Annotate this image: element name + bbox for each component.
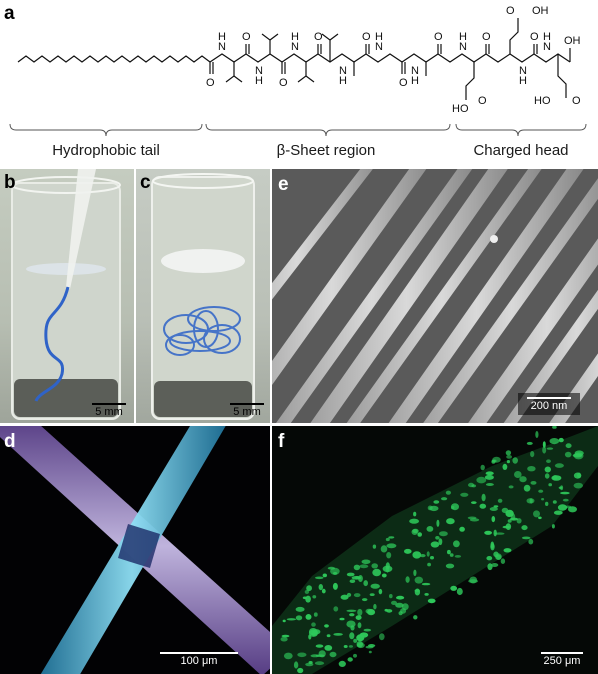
atom-h: H — [255, 75, 263, 87]
panel-label-a: a — [4, 3, 15, 24]
bracket-hydrophobic-tail — [9, 123, 203, 137]
region-label-charged-head: Charged head — [473, 142, 569, 159]
panel-label-b: b — [4, 172, 16, 193]
panel-e-sem-image: e 200 nm — [272, 169, 598, 423]
scalebar-e-label: 200 nm — [530, 400, 568, 412]
atom-ho: HO — [452, 103, 469, 115]
panel-d-fluorescence: d 100 μm — [0, 426, 270, 674]
scalebar-b-label: 5 mm — [95, 406, 123, 418]
scalebar-c: 5 mm — [228, 403, 266, 418]
atom-h: H — [375, 31, 383, 43]
atom-n: N — [459, 41, 467, 53]
atom-n: N — [375, 41, 383, 53]
atom-h: H — [218, 31, 226, 43]
scalebar-f-bar — [541, 652, 583, 654]
panel-label-d: d — [4, 431, 16, 452]
region-label-hydrophobic-tail: Hydrophobic tail — [52, 142, 160, 159]
scalebar-d-bar — [160, 652, 238, 654]
atom-h: H — [339, 75, 347, 87]
scalebar-b: 5 mm — [90, 403, 128, 418]
atom-o: O — [314, 31, 323, 43]
scalebar-f: 250 μm — [534, 652, 590, 667]
atom-ho: HO — [534, 95, 551, 107]
atom-o: O — [206, 77, 215, 89]
atom-n: N — [543, 41, 551, 53]
panel-f-fluorescence: f 250 μm — [272, 426, 598, 674]
atom-o: O — [506, 5, 515, 17]
atom-n: N — [291, 41, 299, 53]
bracket-charged-head — [455, 123, 587, 137]
sem-fibers-illustration — [272, 169, 598, 423]
scalebar-e-bar — [527, 397, 571, 399]
atom-n: N — [519, 65, 527, 77]
atom-n: N — [411, 65, 419, 77]
panel-c-photo: c 5 mm — [136, 169, 270, 423]
atom-h: H — [411, 75, 419, 87]
atom-h: H — [459, 31, 467, 43]
atom-h: H — [519, 75, 527, 87]
atom-oh: OH — [532, 5, 549, 17]
scalebar-b-bar — [92, 403, 126, 405]
peptide-amphiphile-structure: O N H N H N H N H N H N H N H N H N H — [9, 5, 587, 137]
alkyl-tail-chain — [17, 55, 211, 63]
atom-o: O — [482, 31, 491, 43]
atom-n: N — [218, 41, 226, 53]
atom-o: O — [530, 31, 539, 43]
scalebar-f-label: 250 μm — [543, 655, 581, 667]
scalebar-d-label: 100 μm — [180, 655, 218, 667]
scalebar-e: 200 nm — [520, 397, 578, 412]
panel-a-structure: a O N H N H N H N H N H N H N H N H N H — [0, 0, 598, 168]
atom-o: O — [572, 95, 581, 107]
atom-o: O — [362, 31, 371, 43]
panel-label-c: c — [140, 172, 151, 193]
bracket-beta-sheet — [205, 123, 451, 137]
atom-o: O — [242, 31, 251, 43]
vial-gel-tangle-illustration — [151, 173, 255, 420]
peptide-backbone — [209, 53, 571, 63]
atom-h: H — [543, 31, 551, 43]
scalebar-c-label: 5 mm — [233, 406, 261, 418]
panel-label-f: f — [278, 431, 285, 452]
green-cells-illustration — [272, 426, 598, 674]
scalebar-d: 100 μm — [158, 652, 240, 667]
region-label-beta-sheet: β-Sheet region — [276, 142, 376, 159]
atom-o: O — [399, 77, 408, 89]
scalebar-c-bar — [230, 403, 264, 405]
panel-b-photo: b 5 mm — [0, 169, 134, 423]
crossing-fibers-illustration — [0, 426, 270, 674]
atom-n: N — [255, 65, 263, 77]
atom-o: O — [434, 31, 443, 43]
atom-n: N — [339, 65, 347, 77]
atom-h: H — [291, 31, 299, 43]
atom-o: O — [279, 77, 288, 89]
atom-oh: OH — [564, 35, 581, 47]
vial-pipette-illustration — [11, 169, 121, 420]
panel-label-e: e — [278, 174, 289, 195]
atom-o: O — [478, 95, 487, 107]
